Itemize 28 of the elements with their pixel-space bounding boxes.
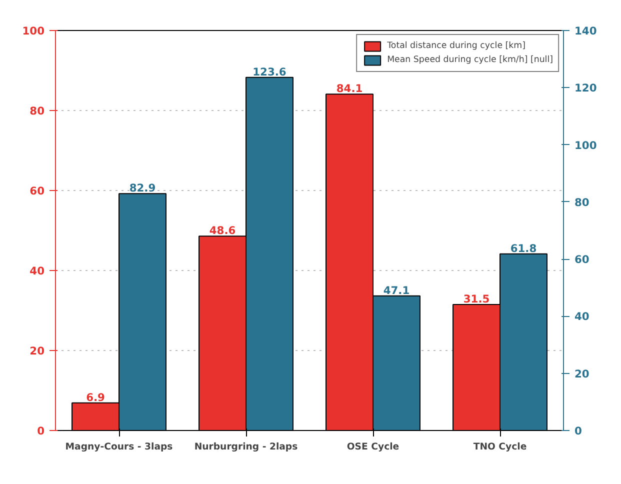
data-label: 82.9 (129, 182, 156, 195)
y2-tick-label: 80 (574, 196, 590, 209)
y2-tick-label: 120 (574, 82, 597, 95)
data-label: 31.5 (463, 292, 490, 306)
y-tick-label: 40 (30, 264, 45, 278)
y2-tick-label: 0 (574, 424, 582, 438)
y2-tick-label: 60 (574, 253, 590, 266)
data-label: 61.8 (510, 242, 537, 255)
y-tick-label: 60 (30, 184, 45, 198)
y2-tick-label: 140 (574, 24, 597, 38)
data-label: 6.9 (86, 390, 105, 404)
x-tick-label: TNO Cycle (473, 442, 527, 452)
legend-label: Mean Speed during cycle [km/h] [null] (387, 55, 553, 65)
y2-tick-label: 20 (574, 367, 590, 380)
y-tick-label: 100 (22, 24, 45, 38)
y2-tick-label: 40 (574, 310, 590, 324)
y2-tick-label: 100 (574, 138, 597, 152)
data-label: 123.6 (252, 65, 286, 78)
legend-label: Total distance during cycle [km] (387, 41, 526, 51)
y-tick-label: 0 (37, 424, 45, 438)
x-tick-label: Magny-Cours - 3laps (65, 442, 174, 452)
x-tick-label: Nurburgring - 2laps (194, 442, 298, 452)
y-tick-label: 20 (30, 344, 45, 358)
y-tick-label: 80 (30, 104, 45, 118)
x-tick-label: OSE Cycle (346, 442, 400, 452)
data-label: 48.6 (209, 224, 236, 238)
data-label: 47.1 (383, 284, 410, 297)
data-label: 84.1 (336, 82, 363, 96)
